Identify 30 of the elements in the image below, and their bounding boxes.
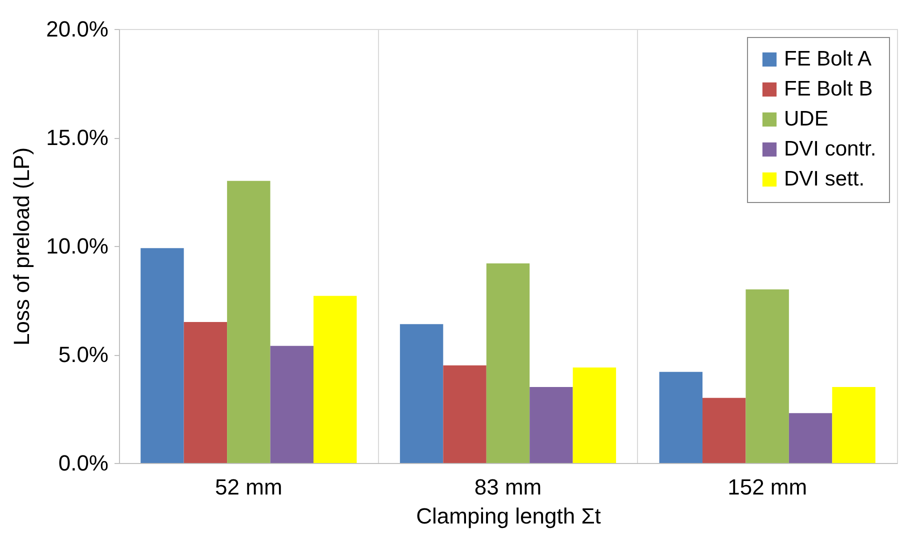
y-axis-title: Loss of preload (LP): [9, 147, 34, 346]
bar: [659, 372, 702, 463]
legend-label: DVI contr.: [784, 138, 876, 160]
bar: [572, 368, 616, 463]
y-tick-label: 10.0%: [46, 234, 108, 258]
bar: [746, 289, 789, 463]
y-tick-label: 0.0%: [58, 450, 108, 476]
bar: [270, 346, 314, 463]
x-axis-title: Clamping length Σt: [416, 504, 601, 528]
y-tick-label: 15.0%: [46, 125, 108, 150]
bar: [702, 398, 746, 463]
legend-label: UDE: [784, 108, 828, 130]
x-tick-label: 52 mm: [215, 474, 282, 500]
x-tick-label: 152 mm: [728, 474, 808, 500]
legend-label: DVI sett.: [784, 168, 865, 190]
bar: [227, 180, 270, 463]
bar: [400, 324, 444, 463]
bar: [314, 296, 357, 463]
x-tick-label: 83 mm: [474, 474, 542, 500]
y-tick-label: 20.0%: [46, 16, 108, 42]
legend-label: FE Bolt B: [784, 78, 873, 100]
bar: [443, 365, 486, 463]
bar: [530, 387, 573, 463]
bar: [184, 322, 228, 463]
bar: [140, 248, 184, 463]
bar: [832, 387, 876, 463]
bar: [486, 263, 530, 463]
legend-label: FE Bolt A: [784, 48, 872, 70]
bar: [788, 413, 832, 463]
y-tick-label: 5.0%: [58, 342, 108, 367]
